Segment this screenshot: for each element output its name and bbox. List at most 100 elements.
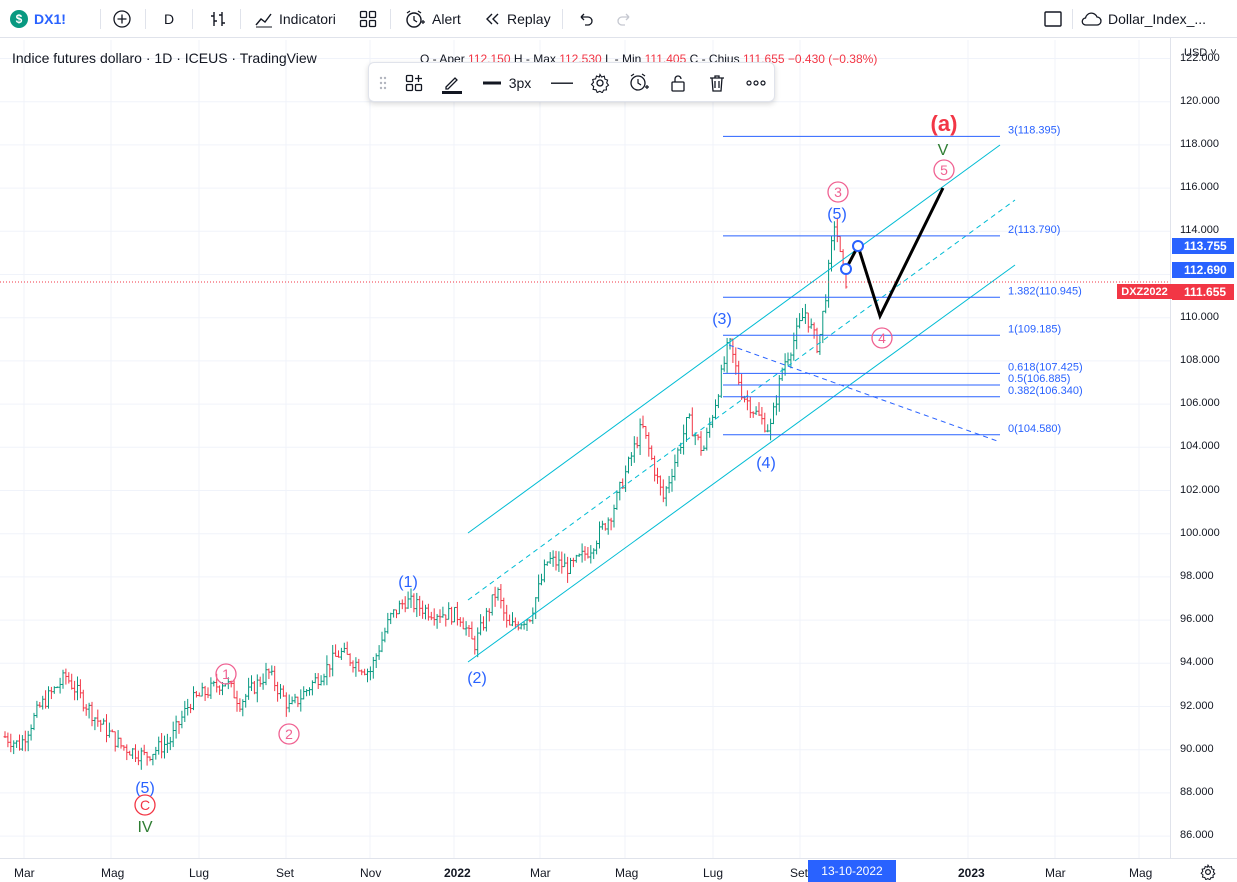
price-tick: 106.000 xyxy=(1180,397,1220,410)
price-tick: 108.000 xyxy=(1180,353,1220,366)
gear-icon xyxy=(1200,863,1216,881)
price-tick: 104.000 xyxy=(1180,440,1220,453)
more-button[interactable] xyxy=(741,63,771,103)
price-axis[interactable] xyxy=(1170,38,1237,858)
price-tick: 94.000 xyxy=(1180,656,1214,669)
line-style-button[interactable] xyxy=(547,63,577,103)
top-toolbar: $ DX1! D Indicatori Alert Replay Dollar_… xyxy=(0,0,1237,38)
series-tag: DXZ2022 xyxy=(1117,284,1172,299)
price-tick: 102.000 xyxy=(1180,483,1220,496)
symbol-search-button[interactable]: $ DX1! xyxy=(10,0,66,38)
time-tick: Nov xyxy=(360,866,382,880)
price-label-crosshair: 112.690 xyxy=(1172,262,1234,278)
projection-path xyxy=(840,187,945,321)
crosshair-date-label: 13-10-2022 xyxy=(808,860,896,882)
wave-label-pink-ring xyxy=(278,723,300,745)
chart-settings-button[interactable] xyxy=(1200,863,1216,882)
settings-button[interactable] xyxy=(585,63,615,103)
price-label-fib: 113.755 xyxy=(1172,238,1234,254)
redo-icon xyxy=(617,13,630,26)
wave-label-pink-ring xyxy=(871,327,893,349)
compare-symbol-button[interactable] xyxy=(112,0,132,38)
time-tick: Set xyxy=(790,866,809,880)
drag-handle-icon xyxy=(379,76,387,90)
fib-trend-line xyxy=(728,344,1001,443)
template-icon xyxy=(405,74,423,92)
templates-button[interactable] xyxy=(358,0,378,38)
alert-button[interactable]: Alert xyxy=(404,0,461,38)
bar-style-icon xyxy=(211,12,225,26)
fib-level-label: 3(118.395) xyxy=(1008,124,1060,136)
change-value: −0.430 xyxy=(787,52,825,66)
channel-lower xyxy=(467,264,1016,663)
projection-line xyxy=(844,187,945,321)
channel-median xyxy=(467,199,1016,601)
delete-button[interactable] xyxy=(702,63,732,103)
indicators-icon xyxy=(255,13,272,28)
price-label-last: 111.655 xyxy=(1172,284,1234,300)
time-tick: 2023 xyxy=(958,866,985,880)
replay-icon xyxy=(486,13,499,25)
price-tick: 114.000 xyxy=(1180,224,1219,237)
price-tick: 110.000 xyxy=(1180,310,1219,323)
wave-label-pink: 5 xyxy=(940,162,948,178)
alert-clock-icon xyxy=(406,10,425,28)
line-width-button[interactable]: 3px xyxy=(477,63,537,103)
price-bars xyxy=(0,217,1170,770)
undo-button[interactable] xyxy=(577,0,595,38)
alert-label: Alert xyxy=(432,11,461,27)
chart-legend[interactable]: Indice futures dollaro · 1D · ICEUS · Tr… xyxy=(12,50,317,66)
price-tick: 118.000 xyxy=(1180,137,1219,150)
wave-label-blue: (1) xyxy=(398,574,418,591)
drag-handle[interactable] xyxy=(373,63,393,103)
replay-button[interactable]: Replay xyxy=(483,0,551,38)
wave-label-blue: (5) xyxy=(135,780,155,797)
redo-button[interactable] xyxy=(615,0,633,38)
parallel-channel xyxy=(467,144,1016,663)
time-tick: Lug xyxy=(703,866,724,880)
fib-level-label: 2(113.790) xyxy=(1008,224,1060,236)
drawing-toolbar: 3px xyxy=(368,62,775,102)
time-tick: 2022 xyxy=(444,866,471,880)
trash-icon xyxy=(710,75,724,92)
indicators-label: Indicatori xyxy=(279,11,336,27)
settings-icon xyxy=(590,73,610,93)
symbol-name: DX1! xyxy=(34,11,66,27)
wave-label-blue: (4) xyxy=(756,455,776,472)
time-tick: Set xyxy=(276,866,295,880)
add-symbol-icon xyxy=(113,10,131,28)
price-tick: 116.000 xyxy=(1180,181,1219,194)
interval-button[interactable]: D xyxy=(164,11,175,27)
wave-label-pink: 2 xyxy=(285,726,293,742)
wave-label-pink-ring xyxy=(827,181,849,203)
line-width-icon xyxy=(482,81,501,85)
layout-menu-button[interactable]: Dollar_Index_... xyxy=(1080,0,1206,38)
template-button[interactable] xyxy=(399,63,429,103)
price-tick: 88.000 xyxy=(1180,785,1214,798)
chart-style-button[interactable] xyxy=(208,0,228,38)
fib-level-label: 0(104.580) xyxy=(1008,423,1061,435)
fib-level-label: 0.5(106.885) xyxy=(1008,373,1070,385)
time-tick: Mar xyxy=(1045,866,1066,880)
lock-button[interactable] xyxy=(663,63,693,103)
wave-label-pink: 3 xyxy=(834,184,842,200)
dollar-logo-icon: $ xyxy=(10,10,28,28)
projection-anchor xyxy=(840,263,852,275)
layout-name: Dollar_Index_... xyxy=(1108,11,1207,27)
wave-label-blue: (5) xyxy=(827,206,847,223)
time-axis[interactable] xyxy=(0,858,1237,882)
line-color-button[interactable] xyxy=(437,63,467,103)
fib-level-label: 1.382(110.945) xyxy=(1008,285,1082,297)
templates-icon xyxy=(359,10,377,28)
wave-label-blue: (3) xyxy=(712,311,732,328)
indicators-button[interactable]: Indicatori xyxy=(254,0,336,38)
add-alert-button[interactable] xyxy=(624,63,654,103)
time-tick: Mag xyxy=(1129,866,1153,880)
wave-label-red: (a) xyxy=(931,111,958,136)
currency-selector[interactable]: USD ˅ xyxy=(1184,47,1217,59)
price-tick: 96.000 xyxy=(1180,613,1214,626)
fullscreen-button[interactable] xyxy=(1043,0,1063,38)
channel-upper xyxy=(467,144,1001,534)
wave-label-c-ring xyxy=(134,794,156,816)
